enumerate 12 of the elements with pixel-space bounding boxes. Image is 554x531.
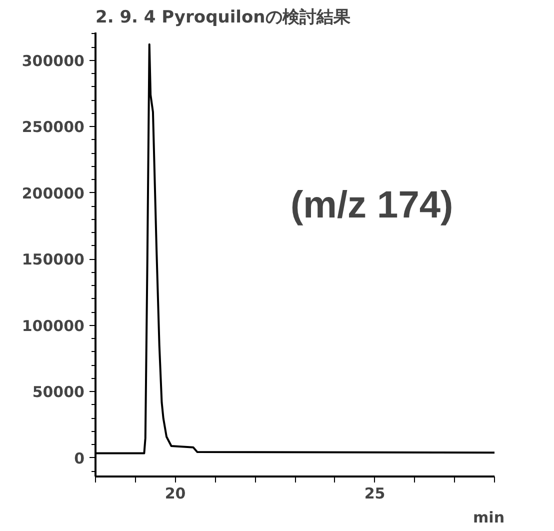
y-tick-label: 250000 — [22, 118, 85, 136]
y-tick-label: 200000 — [22, 184, 85, 202]
y-tick-label: 50000 — [32, 383, 84, 402]
y-tick-label: 0 — [74, 449, 84, 468]
x-tick-label: 20 — [164, 484, 186, 502]
y-tick-label: 100000 — [22, 316, 85, 335]
annotation: (m/z 174) — [290, 184, 454, 226]
y-tick-label: 150000 — [22, 250, 85, 269]
x-axis-title: min — [473, 508, 505, 526]
x-tick-label: 25 — [364, 484, 386, 502]
chart-title: 2. 9. 4 Pyroquilonの検討結果 — [96, 8, 352, 28]
y-tick-label: 300000 — [22, 52, 85, 70]
